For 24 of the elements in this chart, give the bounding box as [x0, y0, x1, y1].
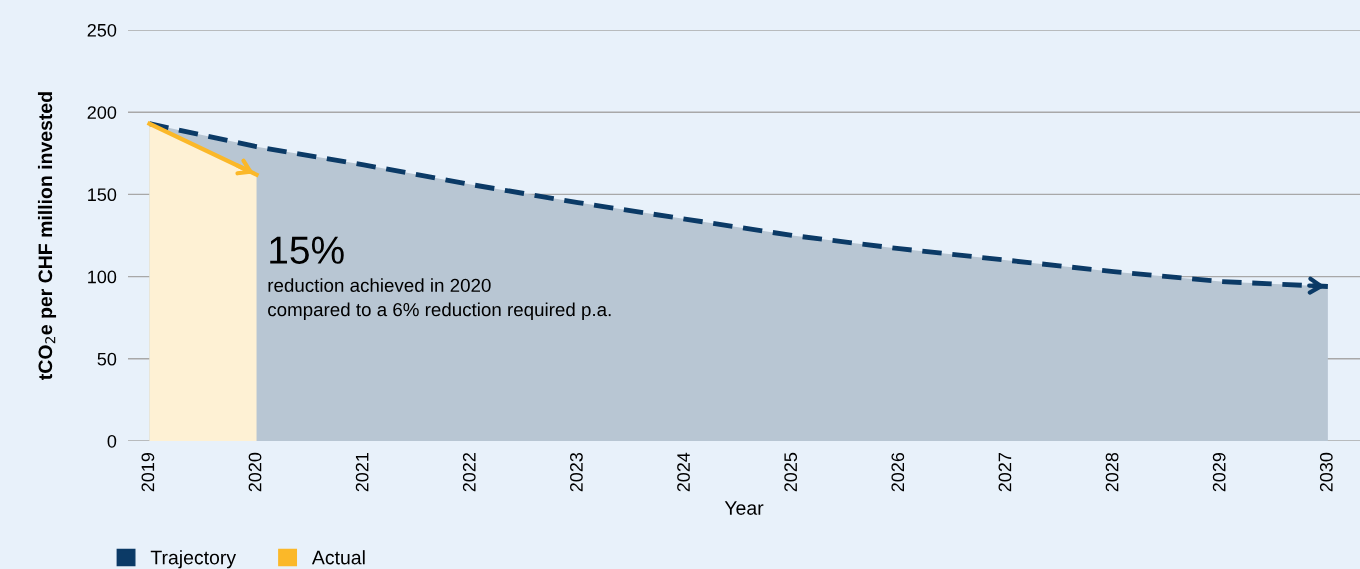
y-axis-title: tCO$_{2}$e per CHF million invested: [37, 92, 57, 380]
x-axis-title: Year: [724, 501, 764, 515]
x-tick-label: 2028: [1105, 452, 1119, 492]
y-tick-label: 50: [97, 352, 117, 366]
legend-label: Trajectory: [150, 550, 237, 569]
x-tick-label: 2023: [570, 452, 583, 492]
x-tick-label: 2027: [998, 453, 1012, 492]
annotation: reduction achieved in 2020 compared to a 6% reduction required p.a.: [268, 278, 611, 320]
x-tick-label: 2020: [248, 452, 262, 492]
x-tick-label: 2026: [891, 452, 905, 492]
y-tick-label: 200: [87, 106, 117, 119]
x-tick-label: 2022: [462, 453, 476, 492]
x-tick-label: 2021: [355, 452, 369, 492]
x-tick-label: 2029: [1212, 452, 1226, 492]
y-tick-label: 100: [88, 270, 117, 284]
y-tick-label: 250: [87, 23, 117, 37]
y-tick-label: 150: [88, 188, 117, 202]
y-tick-label: 0: [107, 434, 117, 448]
x-tick-label: 2024: [677, 452, 690, 492]
x-tick-label: 2030: [1319, 452, 1333, 492]
annotation: 15%: [270, 236, 344, 264]
x-tick-label: 2019: [141, 452, 155, 492]
legend-label: Actual: [311, 550, 365, 565]
x-tick-label: 2025: [784, 452, 798, 492]
